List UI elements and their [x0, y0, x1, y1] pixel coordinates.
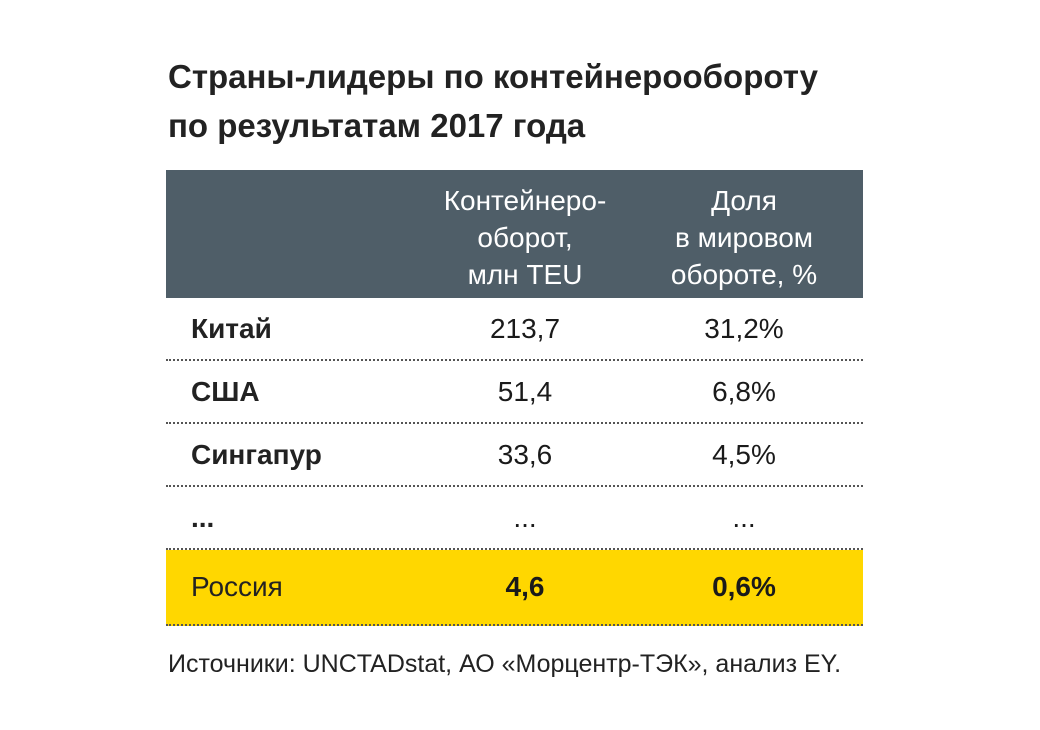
column-header-share-line: Доля [711, 185, 777, 216]
chart-title-line-1: Страны-лидеры по контейнерообороту [168, 58, 819, 95]
country-cell: ... [191, 501, 215, 533]
share-cell: 31,2% [704, 312, 784, 344]
table-row-highlighted: Россия 4,6 0,6% [166, 550, 863, 626]
teu-cell: 4,6 [505, 571, 545, 602]
table-row: Сингапур 33,6 4,5% [166, 424, 863, 487]
country-cell: Сингапур [191, 438, 322, 470]
teu-cell: 213,7 [489, 312, 561, 344]
chart-title: Страны-лидеры по контейнерообороту по ре… [168, 52, 888, 150]
column-header-teu-line: млн TEU [467, 259, 583, 290]
share-cell: ... [732, 501, 756, 533]
teu-cell: ... [513, 501, 537, 533]
column-header-teu-line: оборот, [477, 222, 573, 253]
table-row: Китай 213,7 31,2% [166, 298, 863, 361]
chart-title-line-2: по результатам 2017 года [168, 107, 586, 144]
teu-cell: 33,6 [497, 438, 553, 470]
share-cell: 0,6% [712, 571, 776, 602]
column-header-teu-line: Контейнеро- [443, 185, 607, 216]
column-header-share: Доля в мировом обороте, % [644, 182, 844, 293]
country-cell: США [191, 375, 260, 407]
table-row-ellipsis: ... ... ... [166, 487, 863, 550]
share-cell: 4,5% [712, 438, 776, 470]
column-header-teu: Контейнеро- оборот, млн TEU [410, 182, 640, 293]
table-header: Контейнеро- оборот, млн TEU Доля в миров… [166, 170, 863, 298]
teu-cell: 51,4 [497, 375, 553, 407]
share-cell: 6,8% [712, 375, 776, 407]
source-note: Источники: UNCTADstat, АО «Морцентр-ТЭК»… [168, 650, 842, 678]
column-header-share-line: обороте, % [670, 259, 818, 290]
table-row: США 51,4 6,8% [166, 361, 863, 424]
column-header-share-line: в мировом [674, 222, 814, 253]
data-table: Контейнеро- оборот, млн TEU Доля в миров… [166, 170, 863, 626]
country-cell: Россия [191, 571, 283, 602]
country-cell: Китай [191, 312, 272, 344]
